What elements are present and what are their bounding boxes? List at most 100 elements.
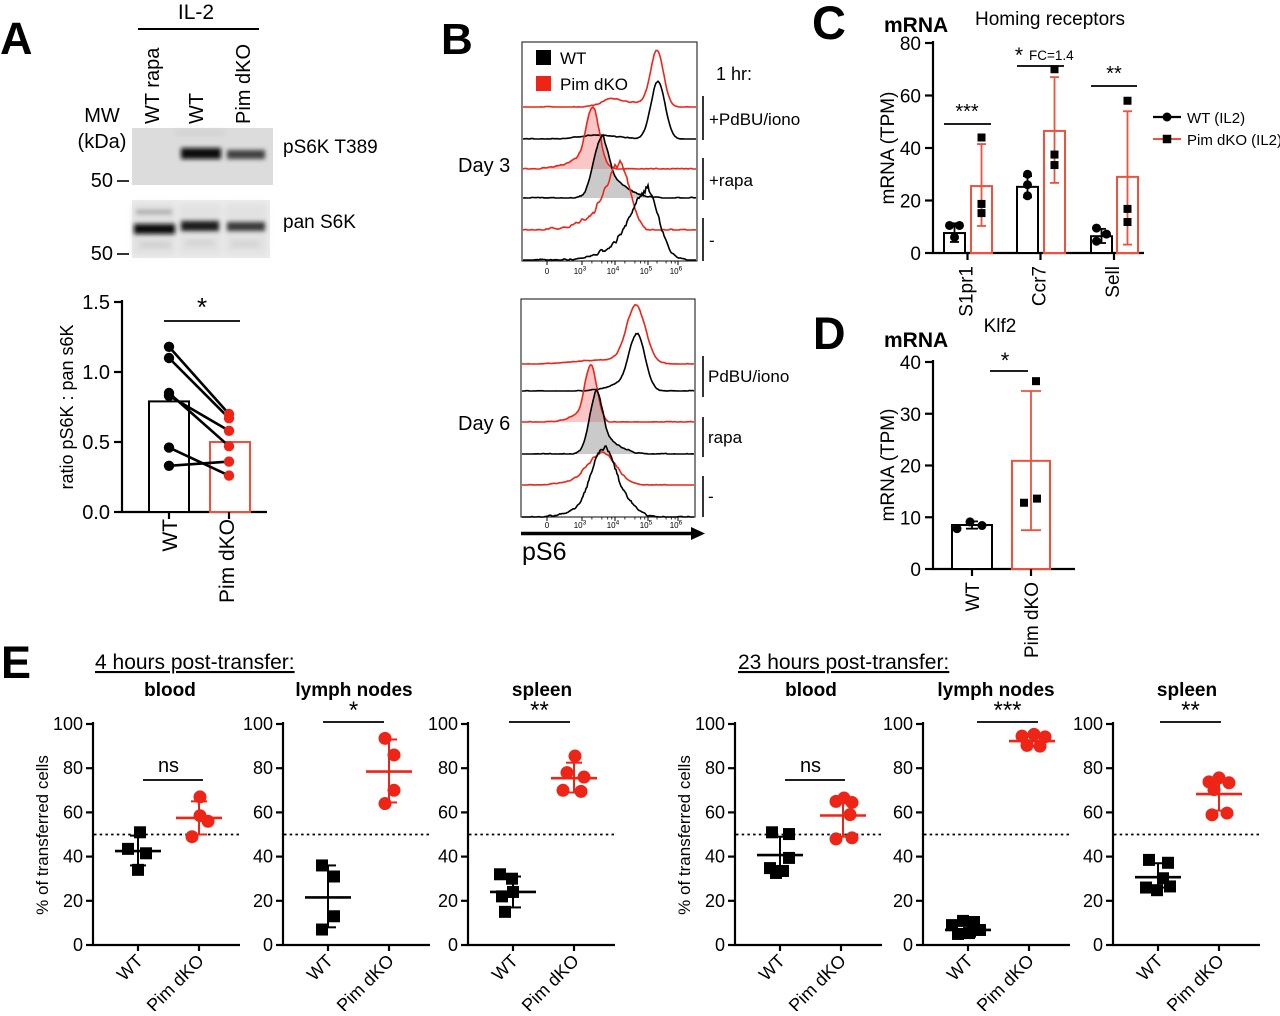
svg-text:0: 0 xyxy=(903,935,913,955)
svg-text:+PdBU/iono: +PdBU/iono xyxy=(709,110,800,129)
svg-text:lymph nodes: lymph nodes xyxy=(295,680,412,701)
svg-text:104: 104 xyxy=(607,520,620,531)
svg-text:0: 0 xyxy=(715,935,725,955)
svg-text:20: 20 xyxy=(900,457,921,478)
svg-text:S1pr1: S1pr1 xyxy=(957,266,978,317)
svg-text:***: *** xyxy=(955,101,979,123)
svg-text:spleen: spleen xyxy=(1157,680,1217,701)
svg-text:spleen: spleen xyxy=(512,680,572,701)
svg-text:106: 106 xyxy=(670,266,683,277)
svg-text:blood: blood xyxy=(144,680,196,701)
svg-text:WT: WT xyxy=(488,951,522,985)
svg-text:23 hours post-transfer:: 23 hours post-transfer: xyxy=(738,651,949,674)
svg-text:pS6: pS6 xyxy=(522,538,566,566)
svg-text:60: 60 xyxy=(900,87,921,108)
svg-text:80: 80 xyxy=(63,758,83,778)
svg-text:0: 0 xyxy=(263,935,273,955)
svg-text:*: * xyxy=(1001,348,1010,373)
svg-text:40: 40 xyxy=(705,847,725,867)
svg-text:1.0: 1.0 xyxy=(82,362,110,384)
svg-text:Klf2: Klf2 xyxy=(984,316,1017,337)
svg-text:80: 80 xyxy=(893,758,913,778)
svg-text:103: 103 xyxy=(574,266,587,277)
svg-text:60: 60 xyxy=(438,802,458,822)
svg-text:100: 100 xyxy=(428,714,458,734)
svg-text:rapa: rapa xyxy=(708,428,743,447)
svg-text:WT: WT xyxy=(159,519,182,552)
svg-text:103: 103 xyxy=(574,520,587,531)
svg-text:0: 0 xyxy=(910,244,921,265)
svg-text:-: - xyxy=(708,487,714,506)
svg-text:100: 100 xyxy=(1073,714,1103,734)
svg-text:*: * xyxy=(1015,44,1023,67)
svg-text:0: 0 xyxy=(545,267,550,276)
svg-text:MW: MW xyxy=(84,105,120,127)
svg-text:*: * xyxy=(349,697,358,724)
svg-text:pS6K T389: pS6K T389 xyxy=(283,137,378,158)
svg-text:WT: WT xyxy=(113,951,147,985)
svg-text:60: 60 xyxy=(893,802,913,822)
svg-text:60: 60 xyxy=(1083,802,1103,822)
svg-text:(kDa): (kDa) xyxy=(78,131,127,153)
svg-text:IL-2: IL-2 xyxy=(178,1,214,24)
svg-text:Pim dKO: Pim dKO xyxy=(333,951,398,1011)
svg-text:mRNA: mRNA xyxy=(884,329,948,352)
svg-text:4 hours post-transfer:: 4 hours post-transfer: xyxy=(95,651,295,674)
svg-text:40: 40 xyxy=(1083,847,1103,867)
svg-text:B: B xyxy=(441,15,473,64)
svg-text:Homing receptors: Homing receptors xyxy=(975,9,1125,30)
svg-text:80: 80 xyxy=(900,34,921,55)
svg-text:Pim dKO: Pim dKO xyxy=(973,951,1038,1011)
svg-text:0: 0 xyxy=(545,521,550,530)
svg-text:+rapa: +rapa xyxy=(709,171,753,190)
svg-text:WT: WT xyxy=(943,951,977,985)
svg-text:20: 20 xyxy=(900,192,921,213)
svg-text:D: D xyxy=(813,308,846,359)
svg-text:40: 40 xyxy=(900,139,921,160)
svg-text:80: 80 xyxy=(438,758,458,778)
svg-text:60: 60 xyxy=(705,802,725,822)
svg-text:Pim dKO: Pim dKO xyxy=(518,951,583,1011)
svg-text:20: 20 xyxy=(1083,891,1103,911)
svg-text:80: 80 xyxy=(1083,758,1103,778)
svg-text:ratio pS6K : pan s6K: ratio pS6K : pan s6K xyxy=(57,324,77,489)
svg-text:0.0: 0.0 xyxy=(82,502,110,524)
svg-text:Day 3: Day 3 xyxy=(458,155,510,177)
svg-text:**: ** xyxy=(530,697,549,724)
svg-text:10: 10 xyxy=(900,508,921,529)
svg-text:0: 0 xyxy=(910,560,921,581)
svg-text:WT: WT xyxy=(963,582,984,612)
svg-text:0.5: 0.5 xyxy=(82,432,110,454)
svg-text:WT: WT xyxy=(1133,951,1167,985)
svg-text:Pim dKO: Pim dKO xyxy=(560,75,628,94)
svg-text:**: ** xyxy=(1181,697,1200,724)
svg-text:mRNA (TPM): mRNA (TPM) xyxy=(878,409,899,522)
svg-text:Day 6: Day 6 xyxy=(458,413,510,435)
svg-text:% of transferred cells: % of transferred cells xyxy=(33,755,52,915)
svg-text:20: 20 xyxy=(893,891,913,911)
svg-text:Pim dKO (IL2): Pim dKO (IL2) xyxy=(1187,132,1280,149)
svg-text:0: 0 xyxy=(448,935,458,955)
svg-text:***: *** xyxy=(993,697,1021,724)
svg-text:% of transferred cells: % of transferred cells xyxy=(675,755,694,915)
svg-text:Sell: Sell xyxy=(1103,266,1124,298)
svg-text:A: A xyxy=(0,13,33,64)
svg-text:WT: WT xyxy=(186,93,208,124)
svg-text:Pim dKO: Pim dKO xyxy=(1022,582,1043,658)
svg-text:WT: WT xyxy=(303,951,337,985)
svg-text:104: 104 xyxy=(607,266,620,277)
svg-text:lymph nodes: lymph nodes xyxy=(937,680,1054,701)
svg-text:WT: WT xyxy=(560,49,586,68)
svg-text:100: 100 xyxy=(243,714,273,734)
svg-text:Ccr7: Ccr7 xyxy=(1030,266,1051,306)
svg-text:PdBU/iono: PdBU/iono xyxy=(708,367,789,386)
svg-text:ns: ns xyxy=(800,755,821,777)
svg-text:105: 105 xyxy=(640,266,653,277)
svg-text:40: 40 xyxy=(893,847,913,867)
svg-text:40: 40 xyxy=(253,847,273,867)
svg-text:mRNA (TPM): mRNA (TPM) xyxy=(878,92,899,205)
svg-text:50: 50 xyxy=(91,243,113,265)
svg-text:20: 20 xyxy=(705,891,725,911)
svg-text:Pim dKO: Pim dKO xyxy=(233,44,255,124)
svg-text:40: 40 xyxy=(900,353,921,374)
